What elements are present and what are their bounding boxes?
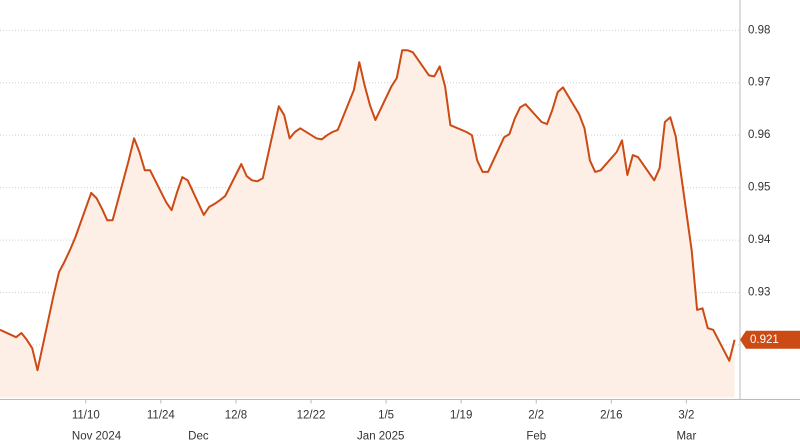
x-tick-label: 1/19 <box>450 410 472 422</box>
y-tick-label: 0.95 <box>748 182 770 194</box>
y-tick-label: 0.96 <box>748 129 770 141</box>
x-tick-label: 11/24 <box>147 410 176 422</box>
month-label: Jan 2025 <box>357 431 404 440</box>
last-value-marker <box>740 330 800 349</box>
line <box>0 49 736 372</box>
month-label: Nov 2024 <box>72 431 122 440</box>
month-label: Feb <box>526 431 546 440</box>
area <box>0 50 735 398</box>
y-tick-label: 0.98 <box>748 24 770 36</box>
last-value-label: 0.921 <box>750 334 779 346</box>
month-label: Mar <box>676 431 696 440</box>
x-tick-label: 3/2 <box>678 410 694 422</box>
y-tick-label: 0.94 <box>748 234 771 246</box>
x-tick-label: 2/16 <box>600 410 622 422</box>
x-tick-label: 1/5 <box>378 410 394 422</box>
x-tick-label: 2/2 <box>528 410 544 422</box>
y-tick-label: 0.93 <box>748 287 770 299</box>
x-tick-label: 11/10 <box>72 410 100 422</box>
x-tick-label: 12/8 <box>225 410 247 422</box>
x-tick-label: 12/22 <box>297 410 326 422</box>
y-tick-label: 0.97 <box>748 77 770 89</box>
month-label: Dec <box>188 431 209 440</box>
